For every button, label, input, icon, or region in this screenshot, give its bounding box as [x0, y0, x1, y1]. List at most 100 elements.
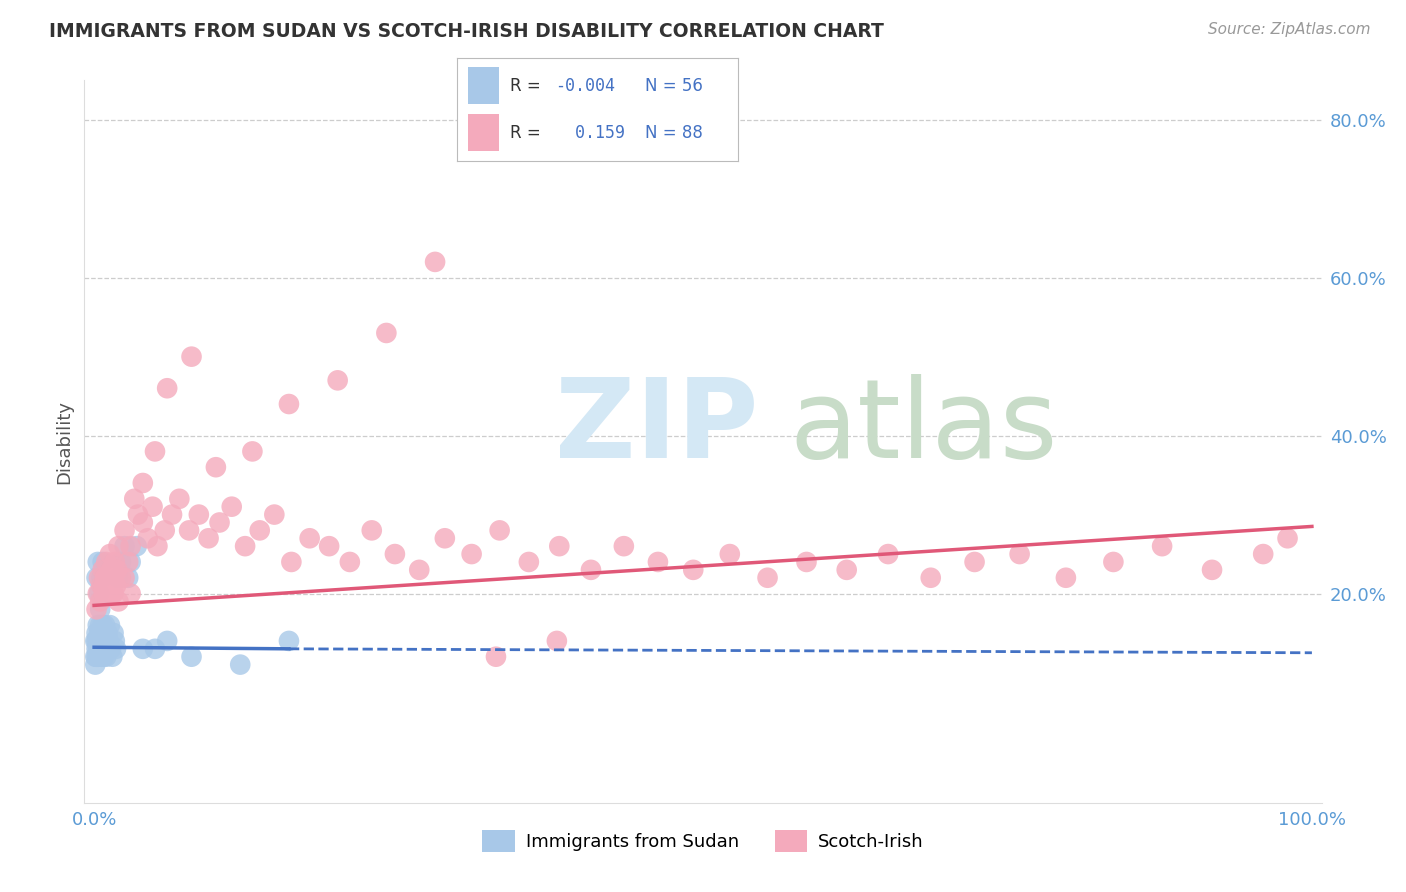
Point [613, 539, 636, 553]
Point [718, 547, 741, 561]
Point [103, 626, 125, 640]
Text: IMMIGRANTS FROM SUDAN VS SCOTCH-IRISH DISABILITY CORRELATION CHART: IMMIGRANTS FROM SUDAN VS SCOTCH-IRISH DI… [49, 22, 884, 41]
Point [86, 602, 108, 616]
Point [278, 397, 301, 411]
Point [94, 618, 117, 632]
Point [101, 649, 124, 664]
Point [114, 571, 136, 585]
Point [142, 500, 165, 514]
Point [90, 626, 112, 640]
Point [375, 326, 398, 340]
Point [114, 539, 136, 553]
Point [756, 571, 779, 585]
Point [120, 539, 142, 553]
Point [87, 571, 110, 585]
Point [96, 641, 118, 656]
Point [682, 563, 704, 577]
Point [548, 539, 571, 553]
Point [249, 524, 271, 538]
Point [963, 555, 986, 569]
Point [460, 547, 482, 561]
Point [97, 571, 120, 585]
Point [208, 516, 231, 530]
Point [318, 539, 340, 553]
Point [143, 641, 166, 656]
Point [90, 649, 112, 664]
Point [107, 571, 129, 585]
Point [84, 649, 107, 664]
Point [96, 634, 118, 648]
Point [87, 626, 110, 640]
Text: Source: ZipAtlas.com: Source: ZipAtlas.com [1208, 22, 1371, 37]
Point [90, 579, 112, 593]
Point [87, 618, 110, 632]
Point [86, 634, 108, 648]
Point [160, 508, 183, 522]
Point [796, 555, 818, 569]
Point [579, 563, 602, 577]
Text: R =: R = [510, 124, 541, 142]
Text: N = 56: N = 56 [645, 77, 703, 95]
Point [94, 641, 117, 656]
Point [86, 641, 108, 656]
Point [89, 634, 111, 648]
Point [87, 649, 110, 664]
Text: atlas: atlas [790, 374, 1059, 481]
Point [91, 641, 114, 656]
Point [423, 255, 446, 269]
Point [278, 634, 301, 648]
Point [93, 634, 115, 648]
Point [93, 579, 115, 593]
Point [110, 571, 132, 585]
Point [384, 547, 406, 561]
Point [87, 586, 110, 600]
Text: 0.159: 0.159 [555, 124, 626, 142]
Point [110, 555, 132, 569]
Point [298, 531, 321, 545]
Point [103, 586, 125, 600]
Point [98, 618, 121, 632]
Bar [468, 114, 499, 152]
Legend: Immigrants from Sudan, Scotch-Irish: Immigrants from Sudan, Scotch-Irish [475, 822, 931, 859]
Text: R =: R = [510, 77, 541, 95]
Point [84, 634, 107, 648]
Point [97, 571, 120, 585]
Point [242, 444, 264, 458]
Point [132, 641, 155, 656]
Point [87, 555, 110, 569]
Point [107, 539, 129, 553]
Point [114, 524, 136, 538]
Point [86, 571, 108, 585]
Text: ZIP: ZIP [554, 374, 758, 481]
Point [89, 641, 111, 656]
Point [91, 555, 114, 569]
Point [229, 657, 252, 672]
Point [87, 649, 110, 664]
Point [132, 475, 155, 490]
Point [169, 491, 191, 506]
Point [98, 547, 121, 561]
Point [105, 579, 128, 593]
Point [86, 649, 108, 664]
Point [326, 373, 349, 387]
Point [127, 508, 149, 522]
Point [1277, 531, 1299, 545]
Point [104, 634, 127, 648]
Point [120, 555, 142, 569]
Point [96, 579, 118, 593]
Point [96, 555, 118, 569]
Point [433, 531, 456, 545]
Point [117, 571, 139, 585]
Point [197, 531, 219, 545]
Point [87, 586, 110, 600]
Point [87, 641, 110, 656]
Point [920, 571, 942, 585]
Point [1054, 571, 1077, 585]
Point [97, 634, 120, 648]
Point [485, 649, 508, 664]
Point [877, 547, 900, 561]
Point [91, 626, 114, 640]
Point [90, 571, 112, 585]
Point [89, 618, 111, 632]
Point [205, 460, 228, 475]
